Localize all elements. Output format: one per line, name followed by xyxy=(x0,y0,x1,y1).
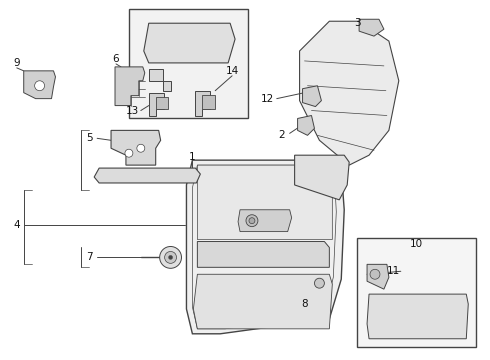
Text: 5: 5 xyxy=(86,133,93,143)
Polygon shape xyxy=(359,19,384,36)
Polygon shape xyxy=(202,95,215,109)
Polygon shape xyxy=(187,160,344,334)
Polygon shape xyxy=(197,242,329,267)
Bar xyxy=(357,238,476,347)
Text: 9: 9 xyxy=(13,58,20,68)
Text: 4: 4 xyxy=(13,220,20,230)
Polygon shape xyxy=(238,210,292,231)
Polygon shape xyxy=(299,21,399,165)
Bar xyxy=(129,9,248,118)
Polygon shape xyxy=(144,23,235,63)
Text: 3: 3 xyxy=(354,18,361,28)
Polygon shape xyxy=(302,86,321,107)
Text: 12: 12 xyxy=(261,94,274,104)
Polygon shape xyxy=(149,93,164,116)
Polygon shape xyxy=(149,69,171,91)
Polygon shape xyxy=(194,274,332,329)
Text: 2: 2 xyxy=(278,130,285,140)
Polygon shape xyxy=(297,116,315,135)
Text: 10: 10 xyxy=(410,239,423,249)
Text: 13: 13 xyxy=(126,105,140,116)
Text: 8: 8 xyxy=(301,299,308,309)
Text: 1: 1 xyxy=(189,152,196,162)
Polygon shape xyxy=(196,91,210,116)
Text: 11: 11 xyxy=(387,266,400,276)
Circle shape xyxy=(160,247,181,268)
Polygon shape xyxy=(94,168,200,183)
Polygon shape xyxy=(367,264,389,289)
Polygon shape xyxy=(197,165,332,239)
Polygon shape xyxy=(111,130,161,165)
Polygon shape xyxy=(115,67,145,105)
Circle shape xyxy=(125,149,133,157)
Text: 14: 14 xyxy=(225,66,239,76)
Polygon shape xyxy=(367,294,468,339)
Circle shape xyxy=(169,255,172,260)
Text: 7: 7 xyxy=(86,252,93,262)
Polygon shape xyxy=(24,71,55,99)
Circle shape xyxy=(137,144,145,152)
Circle shape xyxy=(249,218,255,224)
Circle shape xyxy=(35,81,45,91)
Circle shape xyxy=(370,269,380,279)
Circle shape xyxy=(315,278,324,288)
Circle shape xyxy=(246,215,258,227)
Polygon shape xyxy=(156,96,168,109)
Polygon shape xyxy=(294,155,349,200)
Text: 6: 6 xyxy=(113,54,120,64)
Circle shape xyxy=(165,251,176,264)
